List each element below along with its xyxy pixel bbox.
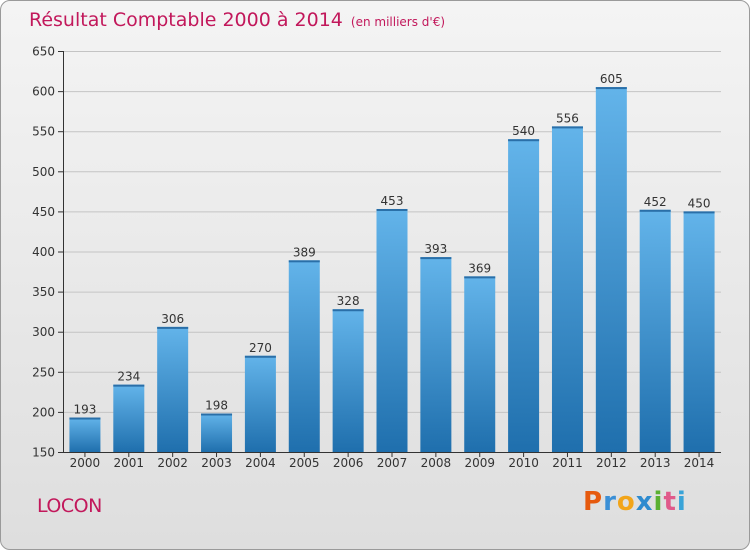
bar	[683, 211, 715, 452]
data-label: 270	[249, 341, 272, 355]
y-tick-label: 350	[32, 285, 55, 299]
bar-top-edge	[288, 260, 320, 263]
bar-top-edge	[595, 87, 627, 90]
bar	[420, 257, 452, 452]
y-tick-label: 400	[32, 245, 55, 259]
y-tick-label: 150	[32, 446, 55, 460]
x-tick-label: 2001	[114, 456, 145, 470]
y-tick-label: 250	[32, 365, 55, 379]
data-label: 453	[381, 194, 404, 208]
x-tick-label: 2008	[421, 456, 452, 470]
bar	[595, 87, 627, 452]
y-tick-label: 200	[32, 405, 55, 419]
chart-subtitle: (en milliers d'€)	[350, 15, 446, 29]
bar-top-edge	[508, 139, 540, 142]
bar	[464, 276, 496, 452]
y-tick-label: 300	[32, 325, 55, 339]
place-name: LOCON	[37, 495, 102, 517]
data-label: 369	[468, 261, 491, 275]
data-label: 389	[293, 245, 316, 259]
proxiti-logo: Proxiti	[583, 487, 687, 517]
bar	[69, 417, 101, 452]
logo-letter: t	[663, 487, 677, 517]
data-label: 540	[512, 124, 535, 138]
bar	[551, 126, 583, 452]
data-label: 452	[644, 195, 667, 209]
bar-top-edge	[551, 126, 583, 129]
bar	[201, 413, 233, 452]
x-tick-label: 2003	[201, 456, 232, 470]
bar-top-edge	[69, 417, 101, 420]
bar	[288, 260, 320, 452]
bar-top-edge	[244, 355, 276, 358]
bar-top-edge	[201, 413, 233, 416]
data-label: 193	[73, 403, 96, 417]
y-tick-label: 600	[32, 85, 55, 99]
bar	[639, 209, 671, 452]
logo-letter: o	[616, 487, 636, 517]
data-label: 556	[556, 111, 579, 125]
data-label: 198	[205, 399, 228, 413]
y-tick-label: 550	[32, 125, 55, 139]
logo-letter: x	[635, 487, 654, 517]
x-tick-label: 2010	[508, 456, 539, 470]
bar	[332, 309, 364, 452]
bar-top-edge	[464, 276, 496, 279]
axes: 150 200 250 300 350 400 450 500 550 600 650 2000 200…	[32, 45, 721, 470]
x-tick-label: 2007	[377, 456, 408, 470]
chart-title: Résultat Comptable 2000 à 2014 (en millie…	[29, 9, 445, 31]
bar	[508, 139, 540, 452]
data-label: 393	[424, 242, 447, 256]
title-text: Résultat Comptable 2000 à 2014	[29, 9, 343, 31]
data-label: 234	[117, 370, 140, 384]
bar	[376, 208, 408, 452]
data-label: 306	[161, 312, 184, 326]
x-tick-label: 2012	[596, 456, 627, 470]
bar-top-edge	[420, 257, 452, 260]
bar-top-edge	[113, 384, 145, 387]
y-tick-label: 500	[32, 165, 55, 179]
bars: 193 234 306 198 270 389 328 453 393 369 540 556 605 4…	[69, 72, 715, 452]
logo-letter: i	[676, 487, 687, 517]
x-tick-label: 2009	[464, 456, 495, 470]
x-tick-label: 2011	[552, 456, 583, 470]
data-label: 328	[337, 294, 360, 308]
bar-top-edge	[157, 326, 189, 329]
x-tick-label: 2005	[289, 456, 320, 470]
bar	[113, 384, 145, 452]
bar-top-edge	[639, 209, 671, 212]
y-tick-label: 650	[32, 45, 55, 59]
logo-letter: P	[583, 487, 604, 517]
bar-top-edge	[332, 309, 364, 312]
bar-top-edge	[376, 208, 408, 211]
y-tick-label: 450	[32, 205, 55, 219]
logo-letter: i	[653, 487, 664, 517]
bar	[157, 326, 189, 452]
bar-top-edge	[683, 211, 715, 214]
x-tick-label: 2000	[70, 456, 101, 470]
logo-letter: r	[603, 487, 617, 517]
bar	[244, 355, 276, 452]
x-tick-label: 2004	[245, 456, 276, 470]
x-tick-label: 2014	[684, 456, 715, 470]
data-label: 450	[688, 196, 711, 210]
data-label: 605	[600, 72, 623, 86]
x-tick-label: 2013	[640, 456, 671, 470]
x-tick-label: 2002	[157, 456, 188, 470]
x-tick-label: 2006	[333, 456, 364, 470]
